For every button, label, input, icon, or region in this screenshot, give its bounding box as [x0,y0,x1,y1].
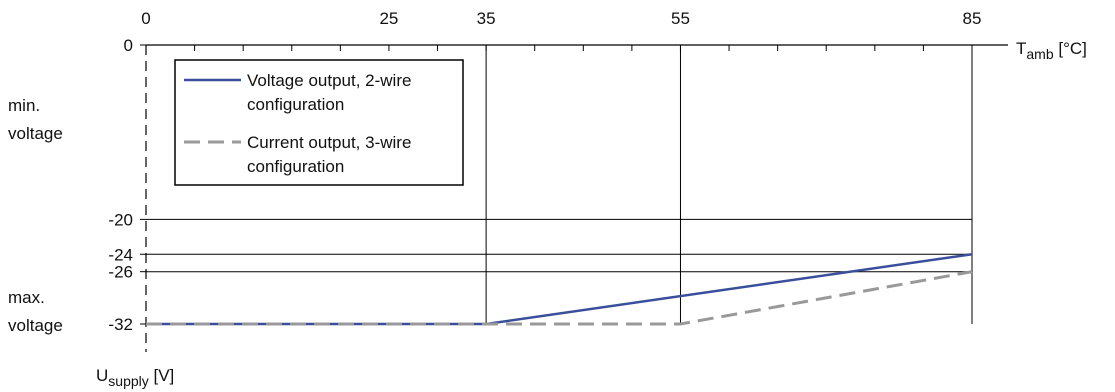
y-tick-marks [140,44,146,325]
x-tick-labels: 0 25 35 55 85 [141,9,981,28]
y-axis-title: Usupply [V] [96,366,174,389]
y-axis-title-unit: [V] [149,366,175,385]
y-tick-labels: 0 -20 -24-26 -32 [108,36,133,334]
x-tick-label: 55 [671,9,690,28]
x-tick-label: 0 [141,9,150,28]
y-axis-title-sub: supply [108,373,148,389]
max-voltage-label-line1: max. [8,288,45,307]
x-axis-title-sub: amb [1026,46,1053,62]
side-labels: min. voltage max. voltage [8,96,63,335]
x-axis-title-main: T [1016,39,1026,58]
min-voltage-label-line2: voltage [8,124,63,143]
legend-label-current-line1: Current output, 3-wire [247,133,411,152]
max-voltage-label-line2: voltage [8,316,63,335]
x-tick-label: 35 [477,9,496,28]
legend: Voltage output, 2-wire configuration Cur… [174,59,464,186]
series-line-current-output [146,270,973,326]
gridlines [146,45,973,324]
y-tick-label: -24 [108,245,133,264]
data-series [146,253,973,326]
x-tick-label: 25 [379,9,398,28]
x-tick-label: 85 [963,9,982,28]
legend-label-current-line2: configuration [247,157,344,176]
min-voltage-label-line1: min. [8,96,40,115]
y-tick-label: -20 [108,210,133,229]
x-minor-ticks [194,45,924,51]
y-axis-title-main: U [96,366,108,385]
legend-label-voltage-line2: configuration [247,95,344,114]
y-tick-label: 0 [124,36,133,55]
legend-label-voltage-line1: Voltage output, 2-wire [247,71,411,90]
y-tick-label: -26 [108,263,133,282]
series-line-voltage-output [146,253,973,326]
x-axis-title-unit: [°C] [1054,39,1087,58]
y-tick-label: -32 [108,315,133,334]
x-axis-title: Tamb [°C] [1016,39,1087,62]
